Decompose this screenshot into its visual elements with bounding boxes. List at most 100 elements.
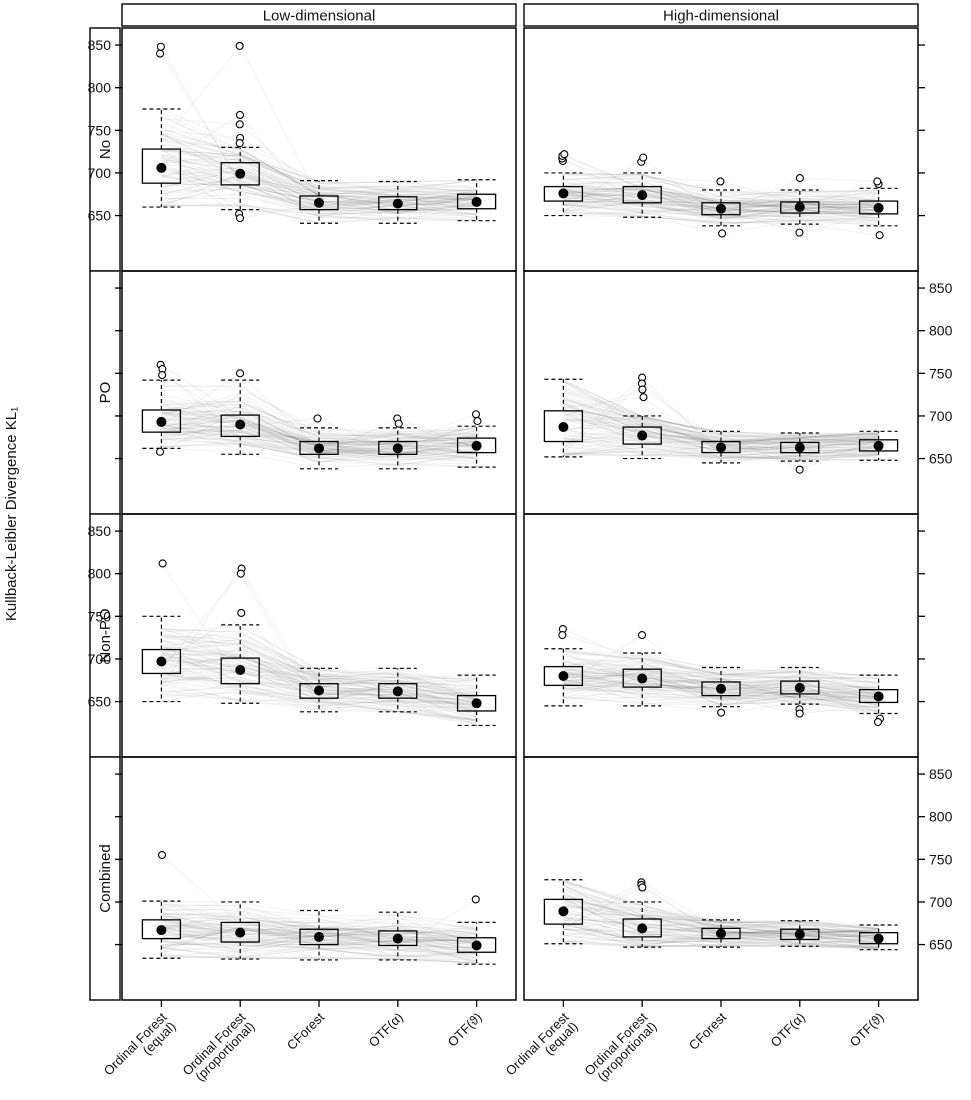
box [780,201,820,214]
y-axis-row-Combined: 650 700 750 800 850 [115,766,953,953]
median-dot [471,940,482,951]
row-strip-No: No [89,27,121,272]
box [456,937,497,953]
boxplot-CForest [701,430,741,464]
median-dot [156,656,167,667]
outlier-point [235,110,245,120]
boxplot-Ordinal Forest (equal) [141,360,182,456]
outlier-point [235,41,244,50]
median-dot [314,685,324,696]
box [299,195,339,211]
box [456,193,497,210]
outlier-point [716,177,725,186]
boxplot-OTF(ϑ) [456,179,497,222]
box [858,439,899,452]
box [622,668,662,688]
box [543,185,584,202]
boxplot-OTF(α) [780,432,820,474]
outlier-point [795,709,804,718]
median-dot [716,203,726,214]
y-tick-label: 850 [88,523,112,539]
median-dot [794,929,805,940]
boxplot-Ordinal Forest (equal) [141,42,182,208]
box [299,683,339,699]
outlier-point [237,608,246,617]
boxplot-OTF(α) [780,920,820,947]
median-dot [794,682,805,693]
box [299,928,339,946]
outlier-point [235,214,245,223]
panel-Combined-Low-dimensional [121,756,517,1001]
boxplot-OTF(α) [378,414,418,470]
boxplot-Ordinal Forest (proportional) [622,878,662,948]
boxplot-CForest [701,666,741,717]
box [220,162,260,186]
boxplot-CForest [299,414,339,470]
median-dot [235,927,246,938]
median-dot [392,933,403,944]
y-tick-label: 750 [929,365,953,381]
panel-Combined-High-dimensional [523,756,919,1001]
panel-No-Low-dimensional [121,27,517,272]
box [141,148,182,184]
outlier-point [235,369,245,378]
box [701,202,741,216]
box [543,665,584,687]
median-dot [873,691,884,702]
row-strip-PO: PO [89,270,121,515]
y-tick-label: 850 [929,280,953,296]
boxplot-Ordinal Forest (proportional) [220,41,260,223]
median-dot [235,665,246,676]
column-header-label: High-dimensional [663,8,779,25]
box [543,898,584,925]
row-strip-label: Combined [97,844,114,912]
outlier-point [639,153,648,162]
y-tick-label: 700 [929,894,953,910]
row-strip-label: Non-PO [97,608,114,662]
y-tick-label: 750 [88,122,112,138]
outlier-point [471,410,481,419]
boxplot-Ordinal Forest (proportional) [622,373,662,460]
median-dot [794,202,805,213]
boxplot-OTF(ϑ) [858,674,899,727]
row-strip-Non-PO: Non-PO [89,513,121,758]
boxplot-Ordinal Forest (equal) [141,851,182,959]
median-dot [558,671,569,681]
outlier-point [158,559,167,568]
box [622,426,662,445]
median-dot [794,442,805,453]
box [543,410,584,443]
y-tick-label: 800 [88,566,112,582]
outlier-point [637,631,647,640]
y-tick-label: 700 [88,165,112,181]
outlier-point [638,883,647,892]
y-tick-label: 800 [929,809,953,825]
y-axis-row-Non-PO: 650 700 750 800 850 [88,523,925,710]
outlier-point [155,447,165,456]
boxplot-OTF(ϑ) [456,895,497,965]
median-dot [392,198,403,209]
median-dot [314,931,324,942]
boxplot-OTF(ϑ) [858,430,899,461]
median-dot [156,416,167,427]
box [378,196,418,211]
y-axis-row-PO: 650 700 750 800 850 [115,280,953,467]
boxplot-OTF(α) [780,174,820,237]
outlier-point [875,231,884,240]
outlier-point [717,708,726,717]
median-dot [156,925,167,936]
box [858,200,899,215]
box [858,931,899,945]
median-dot [637,673,648,684]
boxplot-CForest [701,177,741,238]
median-dot [471,196,482,207]
box [378,683,418,699]
box [456,694,497,712]
median-dot [558,188,569,199]
median-dot [392,686,403,697]
row-strip-label: No [97,140,114,159]
column-header-High-dimensional: High-dimensional [523,3,919,27]
boxplot-OTF(α) [378,667,418,713]
box [378,930,418,947]
